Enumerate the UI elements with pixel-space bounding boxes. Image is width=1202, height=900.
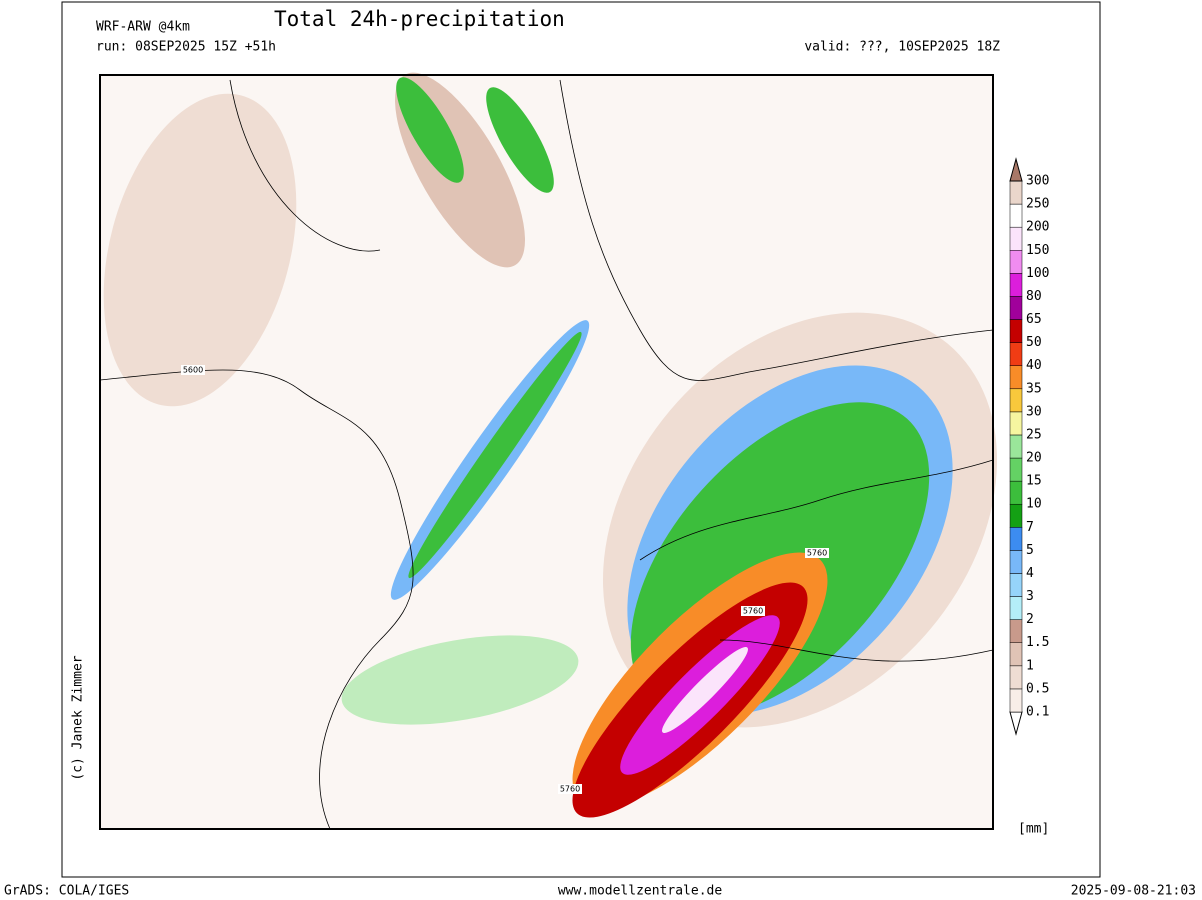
copyright: (c) Janek Zimmer (71, 655, 86, 780)
contour-label: 5760 (560, 785, 580, 794)
contour-label-box (741, 606, 765, 616)
colorbar-end (1009, 157, 1023, 182)
colorbar-band (1009, 619, 1023, 643)
contour-label: 5760 (807, 549, 827, 558)
contour-label: 5760 (743, 607, 763, 616)
contour-label-box (805, 548, 829, 558)
colorbar-band (1009, 203, 1023, 228)
contour-label: 5600 (183, 366, 203, 375)
unit: [mm] (1018, 822, 1049, 837)
colorbar-label: 10 (1026, 497, 1042, 512)
colorbar-label: 250 (1026, 197, 1049, 212)
colorbar-band (1009, 411, 1023, 436)
valid-info: valid: ???, 10SEP2025 18Z (804, 40, 1000, 55)
map-frame (99, 74, 994, 830)
colorbar-band (1009, 250, 1023, 274)
colorbar-band (1009, 226, 1023, 251)
colorbar-label: 300 (1026, 174, 1049, 189)
colorbar-band (1009, 573, 1023, 597)
contour-label-box (558, 784, 582, 794)
colorbar-band (1009, 527, 1023, 551)
colorbar-label: 25 (1026, 427, 1042, 442)
colorbar-label: 1 (1026, 658, 1034, 673)
colorbar-label: 20 (1026, 451, 1042, 466)
map (99, 72, 998, 830)
colorbar-label: 15 (1026, 474, 1042, 489)
precip-area (408, 331, 582, 579)
colorbar-band (1009, 480, 1023, 505)
colorbar-label: 150 (1026, 243, 1049, 258)
colorbar-band (1009, 550, 1023, 574)
colorbar-band (1009, 503, 1023, 528)
colorbar-label: 50 (1026, 335, 1042, 350)
colorbar-label: 100 (1026, 266, 1049, 281)
colorbar-band (1009, 688, 1023, 713)
colorbar-band (1009, 296, 1023, 320)
colorbar-label: 30 (1026, 404, 1042, 419)
contour-label-box (181, 365, 205, 375)
colorbar-label: 1.5 (1026, 635, 1049, 650)
colorbar-band (1009, 342, 1023, 366)
colorbar-band (1009, 457, 1023, 482)
precip-area (396, 77, 464, 183)
footer-center: www.modellzentrale.de (558, 884, 723, 899)
colorbar-label: 0.5 (1026, 681, 1049, 696)
colorbar-label: 65 (1026, 312, 1042, 327)
colorbar-band (1009, 180, 1023, 205)
colorbar-band (1009, 665, 1023, 690)
precip-area (103, 93, 297, 407)
colorbar-band (1009, 596, 1023, 620)
colorbar-band (1009, 642, 1023, 667)
colorbar-band (1009, 388, 1023, 413)
run-info: run: 08SEP2025 15Z +51h (96, 40, 276, 55)
colorbar-label: 7 (1026, 520, 1034, 535)
colorbar-label: 40 (1026, 358, 1042, 373)
colorbar-label: 200 (1026, 220, 1049, 235)
border (99, 79, 994, 830)
colorbar-label: 2 (1026, 612, 1034, 627)
colorbar-label: 4 (1026, 566, 1034, 581)
precip-area (486, 87, 554, 193)
colorbar-band (1009, 273, 1023, 297)
colorbar-label: 5 (1026, 543, 1034, 558)
colorbar-label: 0.1 (1026, 705, 1049, 720)
precip-area (661, 646, 749, 734)
colorbar-label: 35 (1026, 381, 1042, 396)
footer-right: 2025-09-08-21:03 (1071, 884, 1196, 899)
colorbar-label: 3 (1026, 589, 1034, 604)
colorbar-band (1009, 365, 1023, 390)
colorbar-label: 80 (1026, 289, 1042, 304)
colorbar: 0.1 0.5 1 1.5 2 3 4 5 7 10 15 20 25 30 35 40 50 65 80 100 15… (1009, 157, 1049, 736)
map-title: Total 24h-precipitation (274, 7, 565, 31)
colorbar-band (1009, 319, 1023, 343)
model-name: WRF-ARW @4km (96, 20, 190, 35)
precip-area (341, 635, 579, 725)
footer-left: GrADS: COLA/IGES (4, 884, 129, 899)
colorbar-band (1009, 434, 1023, 459)
